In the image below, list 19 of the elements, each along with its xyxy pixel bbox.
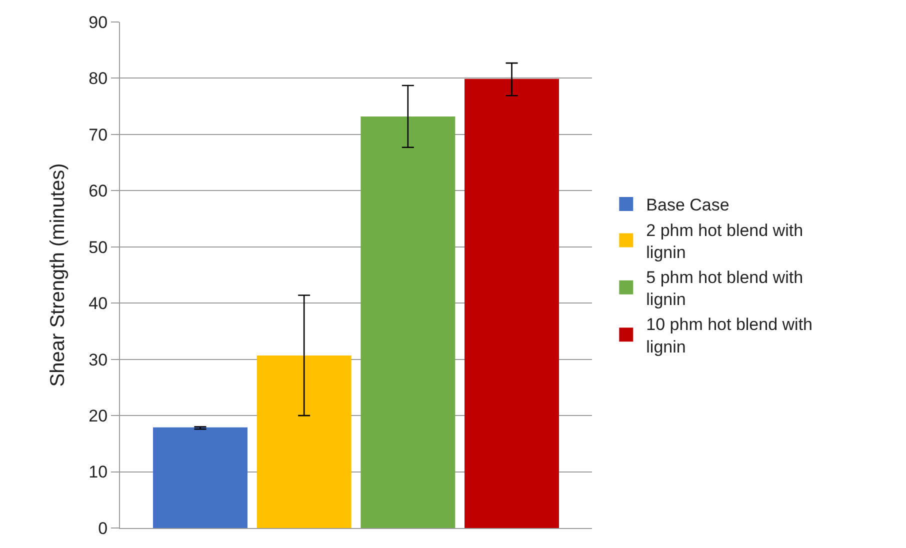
bar	[464, 78, 559, 528]
legend-label: 2 phm hot blend with lignin	[646, 220, 804, 262]
y-tick-label: 50	[88, 238, 108, 257]
bar	[153, 427, 248, 528]
bar	[360, 116, 456, 528]
y-tick-label: 40	[88, 294, 108, 314]
y-tick-label: 60	[88, 182, 108, 201]
y-tick-label: 0	[98, 518, 108, 538]
y-tick-label: 20	[88, 406, 108, 426]
bar	[256, 355, 352, 528]
y-tick-label: 80	[88, 69, 108, 88]
legend-label: 10 phm hot blend with lignin	[646, 315, 813, 356]
y-tick-label: 70	[88, 125, 108, 144]
y-tick-label: 90	[88, 12, 108, 32]
y-tick-label: 30	[88, 350, 108, 370]
y-axis-title: Shear Strength (minutes)	[47, 163, 70, 387]
y-tick-label: 10	[88, 462, 108, 482]
legend-label: 5 phm hot blend with lignin	[646, 268, 804, 310]
legend-label: Base Case	[646, 196, 730, 215]
